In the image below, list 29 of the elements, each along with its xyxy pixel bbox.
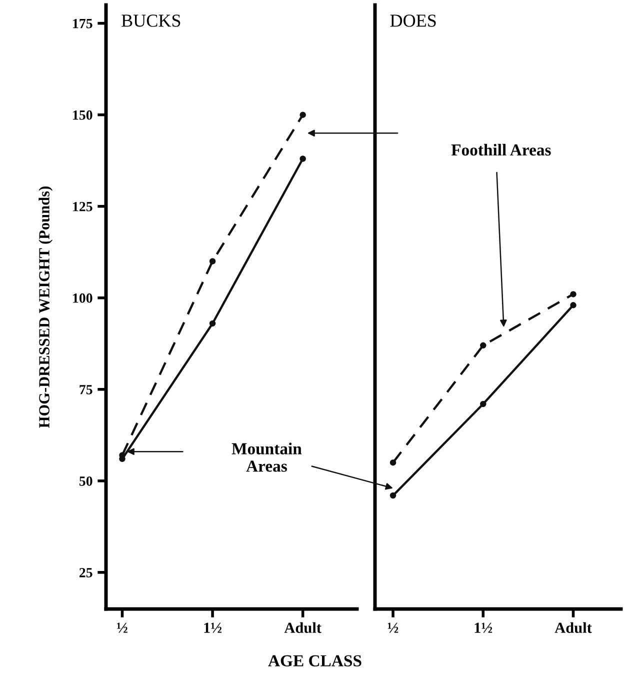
annotation: Mountain Areas: [232, 442, 302, 472]
point: [390, 459, 396, 466]
x-tick-label: 1½: [474, 622, 492, 633]
y-tick-label: 100: [73, 293, 92, 303]
y-tick-label: 25: [80, 568, 92, 578]
y-tick-label: 175: [73, 18, 92, 28]
chart-title: BUCKS: [122, 14, 180, 27]
point: [300, 156, 306, 162]
x-tick-label: ½: [388, 622, 398, 633]
x-tick-label: Adult: [554, 622, 592, 633]
point: [390, 492, 396, 499]
annotation: Foothill Areas: [451, 144, 551, 156]
y-tick-label: 50: [79, 476, 92, 486]
point: [570, 302, 576, 308]
point: [300, 112, 306, 118]
y-tick-label: 125: [73, 202, 92, 212]
point: [480, 342, 486, 349]
chart-title: DOES: [390, 14, 436, 27]
y-tick-label: 75: [80, 385, 92, 394]
point: [480, 400, 486, 408]
x-axis-title: AGE CLASS: [268, 655, 362, 666]
point: [209, 320, 216, 327]
x-tick-label: 1½: [204, 622, 222, 633]
point: [209, 258, 216, 264]
x-tick-label: Adult: [284, 622, 322, 633]
point: [570, 291, 576, 298]
x-tick-label: ½: [117, 622, 128, 633]
y-tick-label: 150: [73, 110, 92, 120]
y-axis-title: HOG-DRESSED WEIGHT (Pounds): [38, 186, 53, 428]
